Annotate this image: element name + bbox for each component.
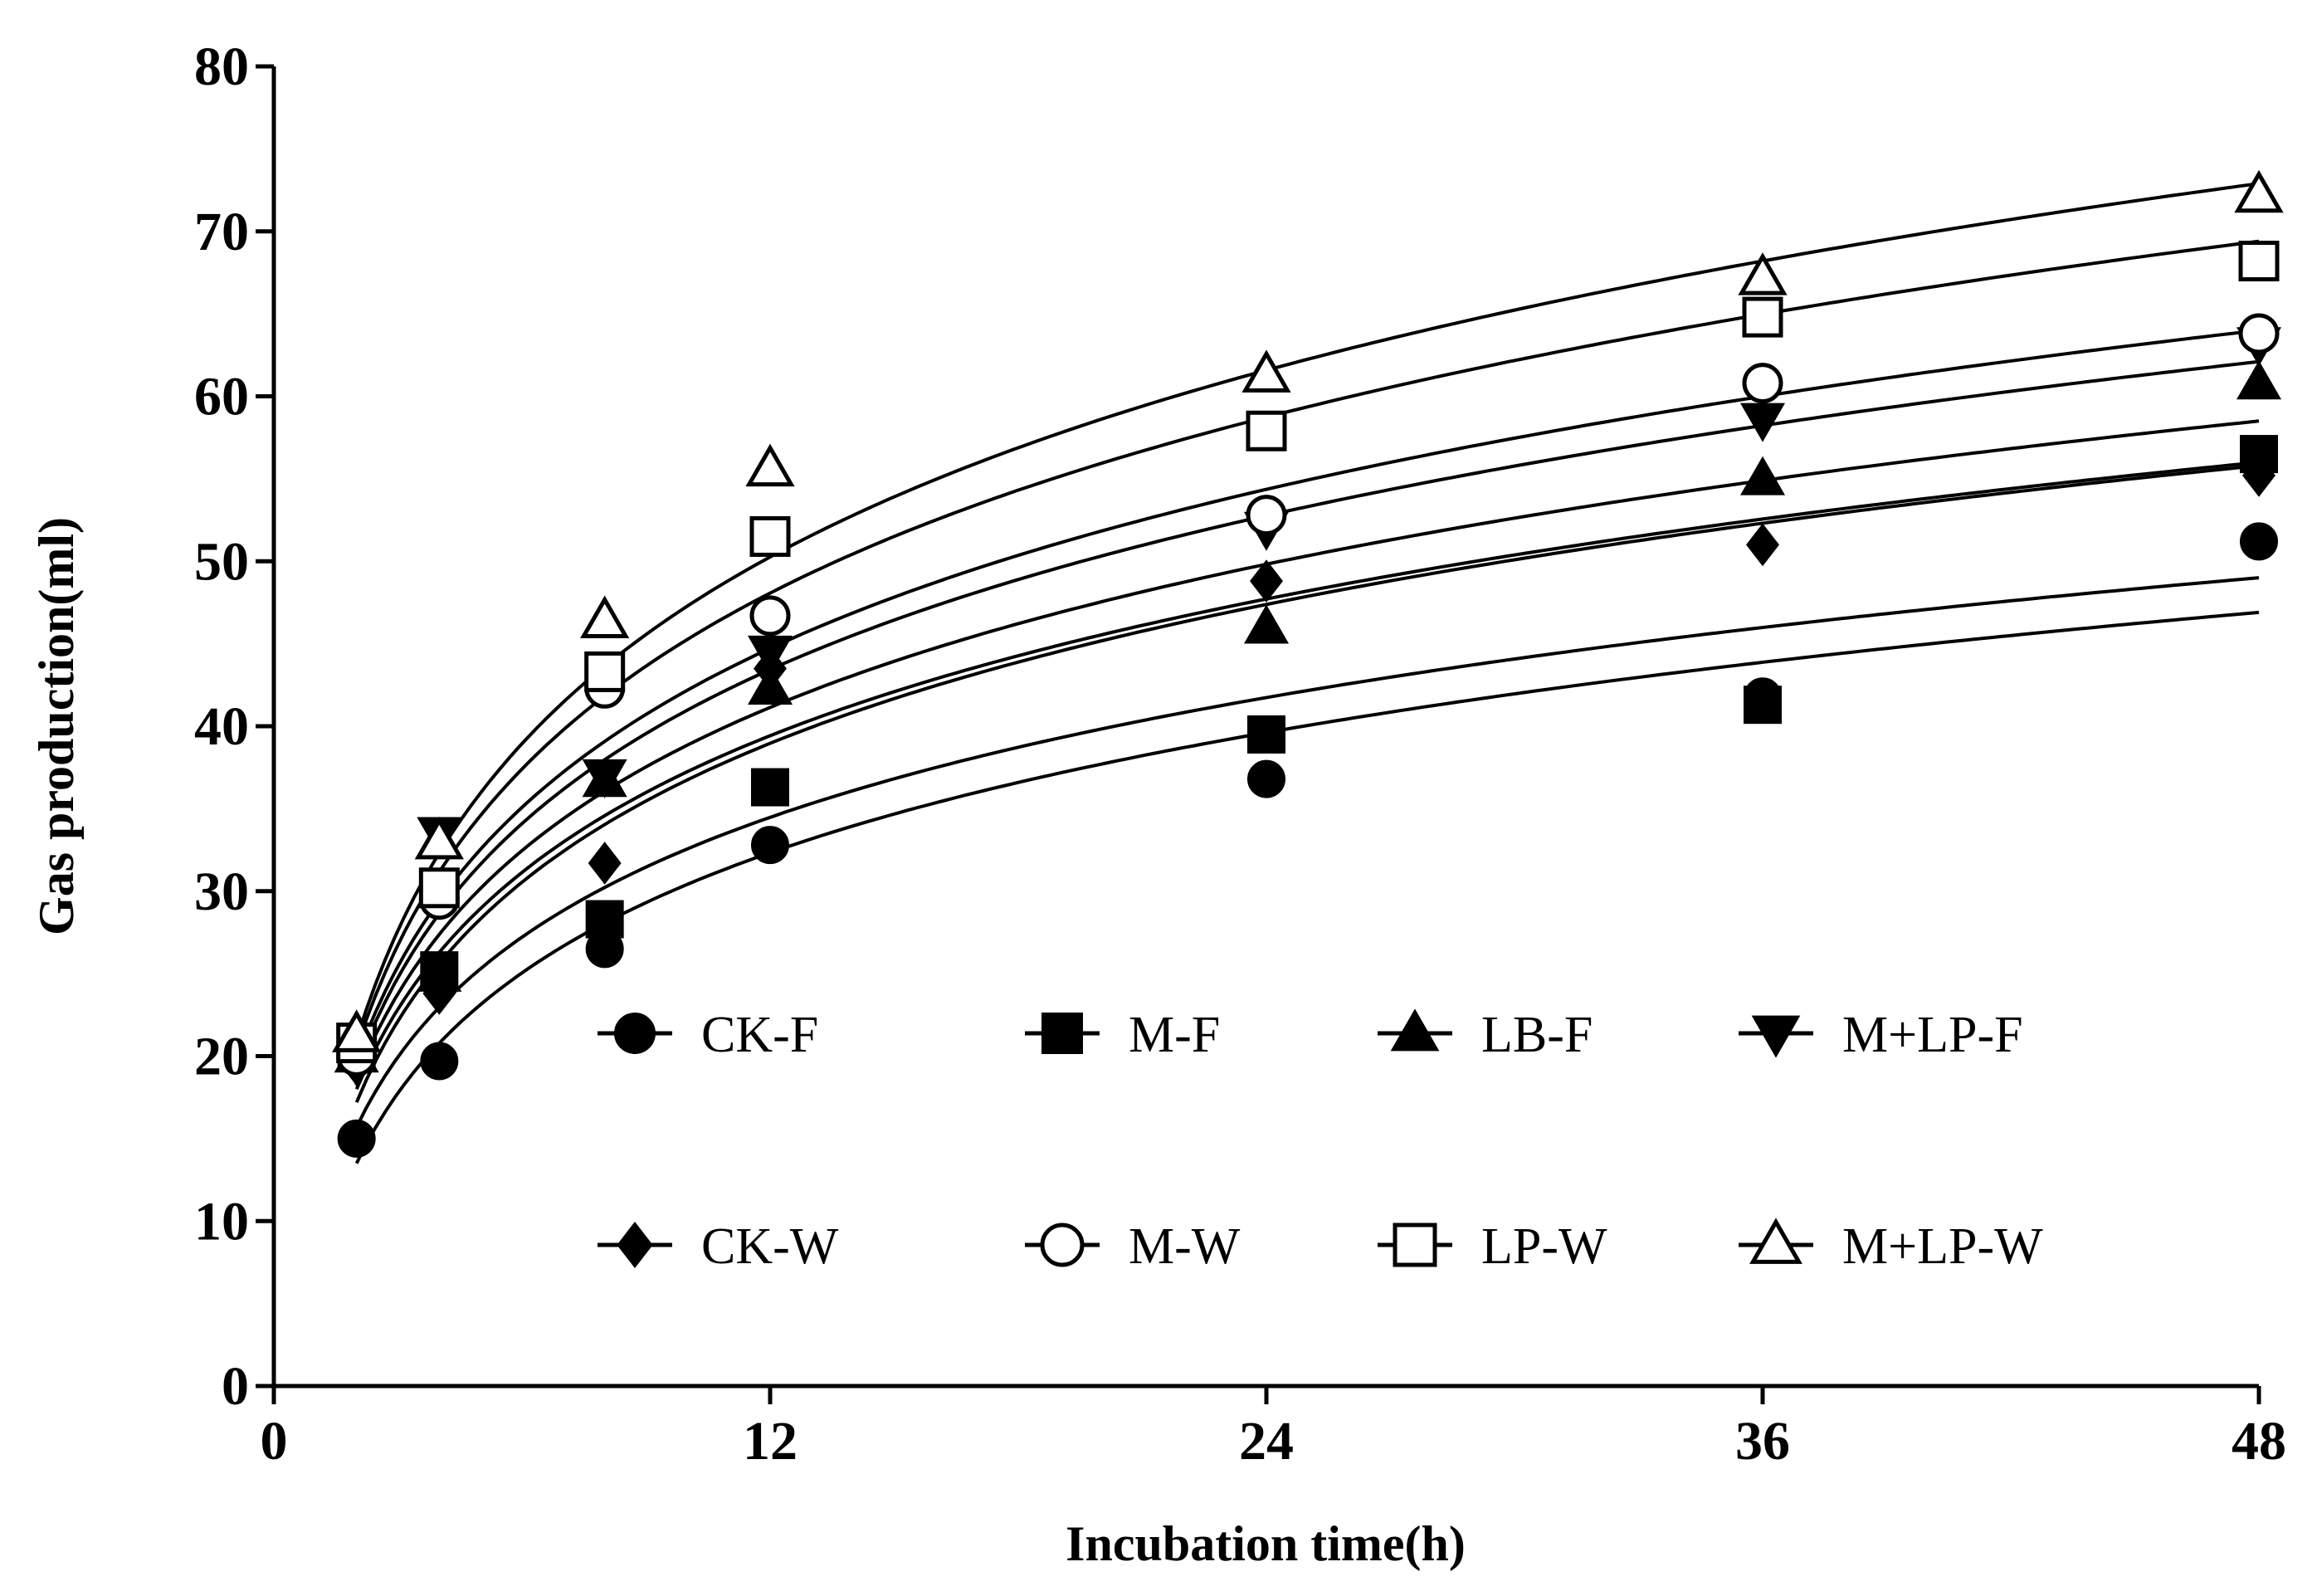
point-ck-f [420, 1042, 459, 1081]
point-m-plus-lp-w [745, 443, 795, 487]
fit-curve [354, 239, 2260, 1049]
point-m-w [749, 595, 791, 637]
legend-label: LP-W [1481, 1218, 1607, 1275]
fit-curve [354, 419, 2260, 1079]
point-m-w [2238, 313, 2280, 354]
legend-marker [1751, 1015, 1801, 1058]
point-ck-w [754, 647, 787, 691]
y-tick-label: 80 [194, 37, 249, 97]
fit-curve [354, 461, 2260, 1091]
y-tick-label: 20 [194, 1027, 249, 1087]
series-ck-w [339, 454, 2276, 1086]
y-tick-label: 60 [194, 367, 249, 427]
point-lb-f [1739, 456, 1786, 495]
legend-marker [617, 1221, 653, 1269]
series-m-w [336, 313, 2280, 1076]
legend-item-m-w: M-W [1025, 1218, 1241, 1275]
point-m-plus-lp-f [582, 759, 627, 798]
x-tick-label: 36 [1735, 1411, 1790, 1472]
point-m-w [1742, 363, 1783, 404]
legend-item-ck-f: CK-F [598, 1007, 818, 1063]
point-lp-w [418, 867, 460, 909]
fit-curve [354, 610, 2260, 1164]
x-tick-label: 48 [2232, 1411, 2286, 1472]
legend-marker [1390, 1008, 1440, 1052]
legend-label: LB-F [1481, 1007, 1593, 1063]
legend-label: M-W [1129, 1218, 1241, 1275]
legend-marker [1040, 1223, 1085, 1267]
series-m-plus-lp-f [334, 327, 2282, 1087]
point-m-plus-lp-w [580, 595, 630, 638]
point-ck-f [2240, 522, 2278, 561]
point-m-f [1744, 686, 1782, 725]
y-axis-title: Gas production(ml) [29, 517, 84, 935]
point-ck-f [337, 1119, 376, 1158]
point-m-plus-lp-w [2234, 169, 2284, 213]
y-tick-label: 40 [194, 696, 249, 757]
point-ck-w [1250, 559, 1283, 603]
fit-curve [354, 576, 2260, 1128]
point-lp-w [2238, 241, 2280, 282]
y-ticks: 0 10 20 30 40 50 60 70 80 [194, 37, 274, 1417]
legend-label: CK-F [701, 1007, 818, 1063]
fit-curve [354, 359, 2260, 1069]
point-ck-f [751, 826, 789, 865]
series-m-f [337, 435, 2278, 1067]
legend-label: CK-W [701, 1218, 839, 1275]
data-points [332, 169, 2284, 1158]
point-m-f [585, 900, 624, 939]
point-lp-w [1246, 410, 1287, 451]
x-ticks: 0 12 24 36 48 [261, 1386, 2286, 1472]
legend-label: M+LP-F [1842, 1007, 2023, 1063]
point-lp-w [749, 515, 791, 557]
legend-item-ck-w: CK-W [598, 1218, 839, 1275]
point-ck-w [1746, 523, 1779, 567]
fit-curve [354, 464, 2260, 1103]
legend: CK-F M-F LB-F M+LP-F CK-W M-W LP-W M+LP-W [598, 1007, 2043, 1275]
legend-item-lp-w: LP-W [1378, 1218, 1607, 1275]
point-m-plus-lp-w [1738, 252, 1788, 295]
legend-item-m-plus-lp-f: M+LP-F [1739, 1007, 2023, 1063]
point-m-plus-lp-w [332, 1009, 382, 1052]
point-m-plus-lp-w [414, 816, 464, 860]
legend-item-lb-f: LB-F [1378, 1007, 1593, 1063]
point-ck-w [422, 972, 456, 1015]
point-m-f [1247, 715, 1285, 754]
y-tick-label: 70 [194, 202, 249, 262]
legend-label: M+LP-W [1842, 1218, 2043, 1275]
point-lb-f [2236, 360, 2282, 400]
x-axis-title: Incubation time(h) [1066, 1516, 1466, 1571]
point-ck-f [1247, 759, 1285, 798]
fit-curve [354, 182, 2260, 1041]
series-lb-f [334, 360, 2282, 1073]
legend-item-m-plus-lp-w: M+LP-W [1739, 1218, 2043, 1275]
x-tick-label: 24 [1239, 1411, 1294, 1472]
legend-marker [1041, 1013, 1083, 1054]
point-m-w [1246, 495, 1287, 536]
x-tick-label: 0 [261, 1411, 288, 1472]
point-lp-w [584, 651, 626, 692]
y-tick-label: 10 [194, 1191, 249, 1252]
x-tick-label: 12 [743, 1411, 798, 1472]
point-lp-w [1742, 296, 1783, 338]
point-lb-f [1243, 604, 1290, 644]
legend-item-m-f: M-F [1025, 1007, 1220, 1063]
y-tick-label: 30 [194, 861, 249, 922]
legend-marker [614, 1013, 656, 1054]
fit-curve [354, 329, 2260, 1061]
point-m-plus-lp-f [1739, 403, 1786, 442]
fit-curves [354, 182, 2260, 1164]
y-tick-label: 50 [194, 531, 249, 592]
series-m-plus-lp-w [332, 169, 2284, 1052]
point-m-f [751, 768, 789, 807]
legend-label: M-F [1129, 1007, 1220, 1063]
point-ck-w [2242, 454, 2276, 497]
point-m-plus-lp-w [1241, 349, 1291, 393]
legend-marker [1749, 1218, 1802, 1264]
point-ck-w [588, 842, 622, 885]
y-tick-label: 0 [222, 1356, 249, 1417]
legend-marker [1393, 1223, 1437, 1267]
